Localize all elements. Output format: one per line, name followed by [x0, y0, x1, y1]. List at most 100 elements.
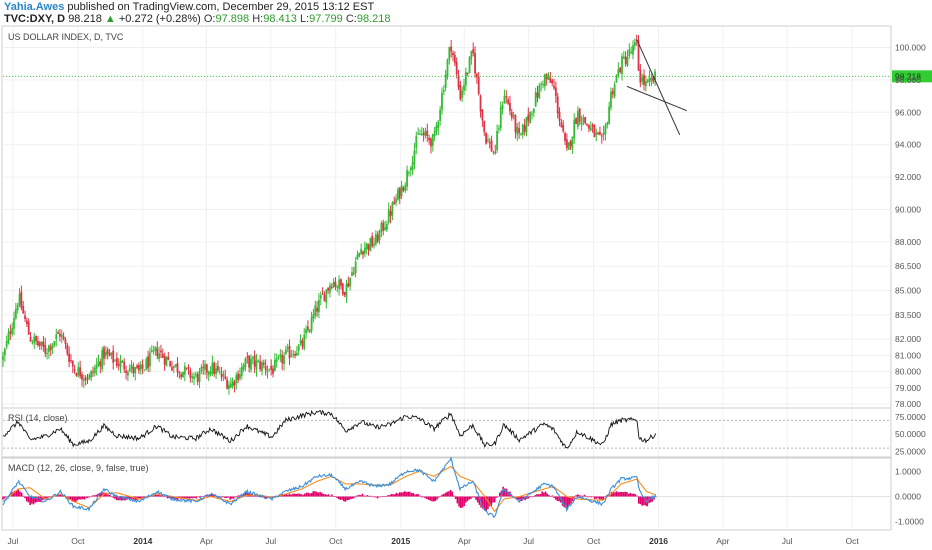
high-label: H:: [252, 13, 264, 25]
candle-body: [485, 132, 487, 144]
macd-histogram-bar: [597, 496, 599, 499]
candle-body: [150, 350, 153, 352]
candle-body: [584, 117, 587, 124]
candle-body: [470, 50, 473, 59]
candle-body: [71, 361, 74, 367]
candle-body: [617, 69, 620, 76]
candle-body: [88, 374, 91, 380]
price-candles: [2, 34, 656, 395]
open-label: O:: [203, 13, 216, 25]
candle-body: [152, 350, 155, 352]
macd-histogram-bar: [261, 496, 264, 498]
candle-body: [624, 56, 627, 64]
macd-histogram-bar: [529, 496, 532, 497]
macd-histogram-bar: [226, 496, 228, 498]
trend-line[interactable]: [626, 85, 688, 112]
open-value: 97.898: [215, 13, 250, 25]
candle-body: [389, 211, 392, 217]
candle-body: [397, 189, 399, 200]
macd-histogram-bar: [175, 496, 177, 500]
macd-histogram-bar: [163, 496, 165, 498]
candle-body: [272, 368, 274, 374]
candle-body: [341, 283, 344, 295]
change-value: +0.272 (+0.28%): [118, 13, 201, 25]
candle-body: [487, 139, 489, 141]
macd-histogram-bar: [471, 496, 474, 498]
candle-body: [182, 372, 184, 378]
candle-body: [24, 315, 26, 320]
macd-histogram-bar: [483, 496, 486, 511]
macd-histogram-bar: [414, 494, 416, 497]
macd-histogram-bar: [58, 494, 60, 497]
macd-tick-label: -1.0000: [895, 517, 924, 527]
candle-body: [422, 133, 425, 135]
candle-body: [475, 73, 478, 78]
candle-body: [318, 299, 320, 313]
macd-histogram-bar: [383, 496, 386, 498]
macd-histogram-bar: [346, 496, 348, 501]
macd-histogram-bar: [192, 496, 194, 499]
candle-body: [211, 362, 214, 374]
macd-histogram-bar: [649, 496, 652, 503]
candle-body: [626, 57, 629, 66]
macd-histogram-bar: [443, 493, 445, 497]
candle-body: [595, 132, 598, 135]
macd-histogram-bar: [582, 495, 584, 497]
macd-histogram-bar: [461, 496, 464, 508]
candle-body: [433, 130, 436, 137]
macd-histogram-bar: [482, 496, 484, 509]
macd-histogram-bar: [451, 491, 454, 497]
candle-body: [479, 96, 482, 112]
macd-histogram-bar: [293, 493, 296, 497]
macd-histogram-bar: [500, 490, 503, 497]
macd-histogram-bar: [190, 496, 192, 499]
candle-body: [156, 348, 159, 357]
axis-labels: Jul Oct 2014 Apr Jul Oct 2015 Apr Jul Oct 2016 Apr J…: [7, 42, 926, 546]
macd-histogram-bar: [237, 495, 240, 497]
macd-histogram-bar: [336, 496, 338, 498]
candle-body: [518, 128, 521, 133]
macd-histogram-bar: [468, 496, 471, 500]
candle-body: [442, 90, 445, 92]
macd-histogram-bar: [115, 496, 118, 500]
macd-histogram-bar: [281, 494, 284, 497]
candle-body: [387, 209, 390, 223]
low-value: 97.799: [309, 13, 343, 25]
trend-lines[interactable]: [626, 39, 688, 136]
candle-body: [143, 369, 146, 371]
candle-body: [510, 112, 513, 118]
author-link[interactable]: Yahia.Awes: [4, 1, 65, 13]
candle-body: [319, 295, 322, 299]
macd-histogram-bar: [634, 494, 637, 497]
candle-body: [338, 279, 341, 289]
candle-body: [646, 80, 649, 82]
candle-body: [163, 355, 166, 365]
candle-body: [483, 120, 486, 132]
macd-histogram-bar: [46, 496, 48, 499]
candle-body: [115, 358, 118, 366]
candle-body: [218, 371, 221, 373]
candle-body: [637, 40, 640, 71]
candle-body: [354, 261, 357, 273]
candle-body: [604, 125, 607, 134]
symbol-label[interactable]: TVC:DXY, D: [4, 13, 66, 25]
rsi-panel-title: RSI (14, close): [8, 413, 68, 423]
candle-body: [40, 341, 43, 346]
macd-histogram-bar: [415, 494, 418, 497]
candle-body: [621, 56, 623, 74]
macd-histogram-bar: [195, 496, 198, 499]
candle-body: [222, 373, 225, 376]
candle-body: [453, 54, 456, 64]
candle-body: [114, 360, 116, 362]
macd-histogram-bar: [376, 496, 379, 499]
macd-histogram-bar: [20, 492, 23, 497]
price-tick-label: 81.000: [895, 350, 921, 360]
macd-histogram-bar: [643, 496, 645, 506]
macd-histogram-bar: [227, 496, 230, 498]
macd-histogram-bar: [575, 495, 577, 497]
candle-body: [325, 289, 328, 303]
candle-body: [292, 354, 295, 356]
trend-line[interactable]: [636, 39, 681, 136]
macd-histogram-bar: [309, 493, 311, 497]
